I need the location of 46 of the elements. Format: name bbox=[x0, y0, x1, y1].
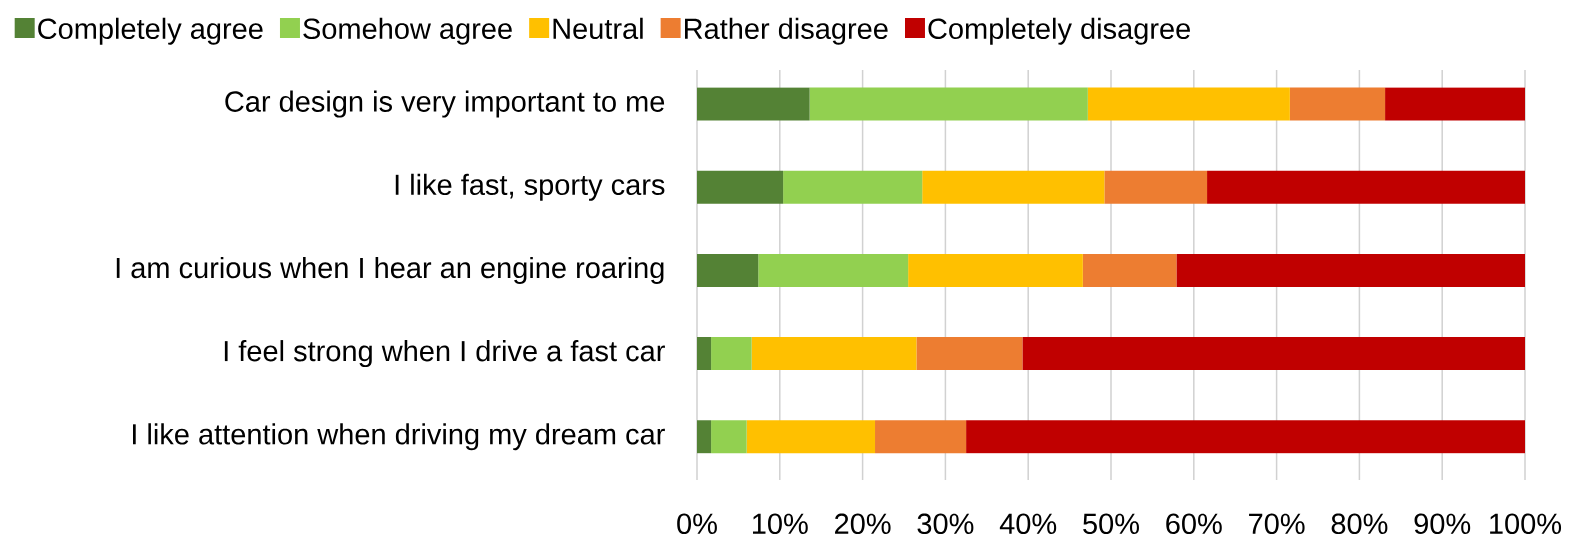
legend-label: Rather disagree bbox=[685, 17, 888, 45]
x-tick-label: 70% bbox=[1249, 513, 1305, 535]
y-tick-label: I like fast, sporty cars bbox=[395, 173, 665, 201]
bar bbox=[697, 420, 712, 454]
bar bbox=[751, 337, 917, 371]
bar bbox=[1207, 170, 1525, 204]
y-tick-label: I am curious when I hear an engine roaring bbox=[116, 256, 664, 284]
bar bbox=[697, 253, 759, 287]
bar bbox=[1022, 337, 1525, 371]
x-tick-label: 30% bbox=[917, 513, 974, 535]
bar bbox=[783, 170, 923, 204]
legend-label: Completely agree bbox=[38, 17, 263, 45]
y-tick-label: I like attention when driving my dream car bbox=[133, 423, 665, 451]
bar bbox=[809, 87, 1088, 121]
x-tick-label: 80% bbox=[1331, 513, 1388, 535]
bar bbox=[1176, 253, 1525, 287]
bar bbox=[875, 420, 967, 454]
x-tick-label: 100% bbox=[1490, 513, 1562, 535]
bar bbox=[1385, 87, 1525, 121]
x-tick-label: 50% bbox=[1083, 513, 1139, 535]
y-tick-label: I feel strong when I drive a fast car bbox=[224, 340, 665, 368]
x-tick-label: 0% bbox=[677, 513, 717, 535]
bar bbox=[916, 337, 1023, 371]
bar bbox=[711, 420, 747, 454]
x-tick-label: 40% bbox=[999, 513, 1057, 535]
bar bbox=[1087, 87, 1290, 121]
legend-label: Completely disagree bbox=[928, 17, 1190, 45]
bar bbox=[966, 420, 1525, 454]
bar bbox=[1104, 170, 1208, 204]
bar bbox=[758, 253, 909, 287]
x-tick-label: 10% bbox=[752, 513, 808, 535]
bar bbox=[1289, 87, 1386, 121]
bar bbox=[908, 253, 1083, 287]
bar bbox=[1082, 253, 1177, 287]
legend-label: Neutral bbox=[553, 17, 643, 40]
legend-label: Somehow agree bbox=[303, 17, 512, 45]
bar bbox=[711, 337, 752, 371]
y-tick-label: Car design is very important to me bbox=[225, 90, 665, 118]
bar bbox=[697, 337, 712, 371]
x-tick-label: 60% bbox=[1166, 513, 1222, 535]
bar bbox=[922, 170, 1105, 204]
x-tick-label: 20% bbox=[835, 513, 891, 535]
bar bbox=[746, 420, 876, 454]
bar bbox=[697, 170, 784, 204]
x-tick-label: 90% bbox=[1414, 513, 1471, 535]
bar bbox=[697, 87, 810, 121]
